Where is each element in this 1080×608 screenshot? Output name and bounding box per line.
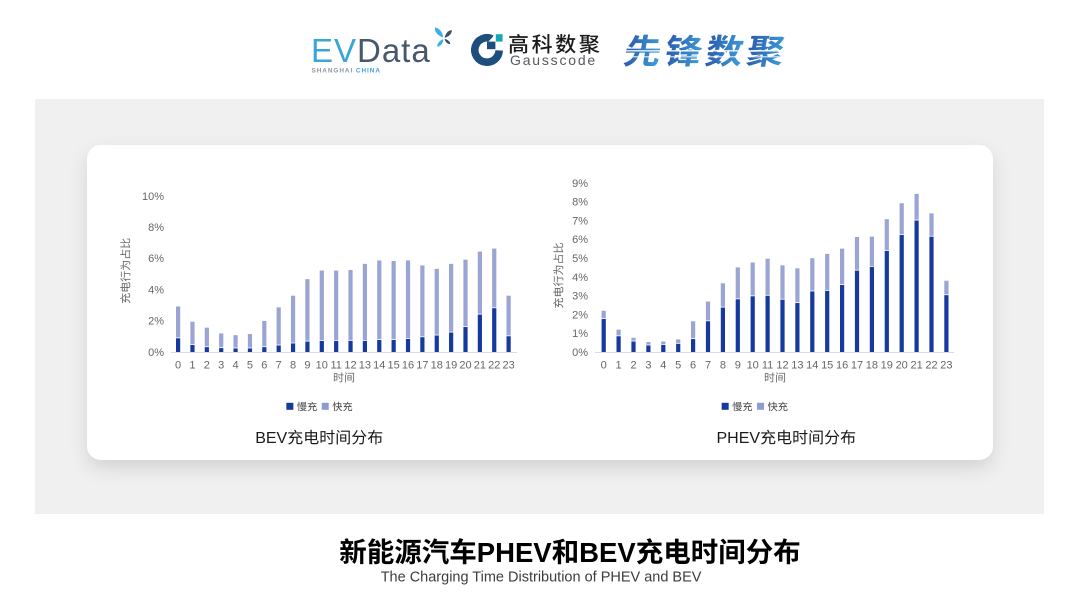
svg-text:19: 19 bbox=[445, 360, 457, 372]
svg-text:9%: 9% bbox=[572, 178, 588, 190]
svg-text:8%: 8% bbox=[148, 222, 164, 234]
svg-text:PHEV: PHEV bbox=[477, 537, 553, 568]
svg-text:0: 0 bbox=[175, 360, 181, 372]
svg-text:18: 18 bbox=[431, 360, 443, 372]
svg-text:16: 16 bbox=[836, 360, 848, 372]
svg-text:23: 23 bbox=[940, 360, 952, 372]
svg-text:19: 19 bbox=[881, 360, 893, 372]
svg-text:5%: 5% bbox=[572, 253, 588, 265]
svg-text:11: 11 bbox=[762, 360, 773, 372]
svg-text:12: 12 bbox=[776, 360, 788, 372]
svg-text:2: 2 bbox=[204, 360, 210, 372]
svg-text:4%: 4% bbox=[572, 272, 588, 284]
svg-text:23: 23 bbox=[502, 360, 514, 372]
svg-text:22: 22 bbox=[925, 360, 937, 372]
svg-text:3: 3 bbox=[218, 360, 224, 372]
svg-text:5: 5 bbox=[247, 360, 253, 372]
svg-text:2%: 2% bbox=[148, 316, 164, 328]
svg-text:6%: 6% bbox=[148, 253, 164, 265]
svg-text:7: 7 bbox=[276, 360, 282, 372]
svg-text:13: 13 bbox=[791, 360, 803, 372]
svg-text:22: 22 bbox=[488, 360, 500, 372]
svg-text:15: 15 bbox=[821, 360, 833, 372]
svg-text:21: 21 bbox=[474, 360, 486, 372]
svg-text:5: 5 bbox=[675, 360, 681, 372]
svg-text:EV: EV bbox=[311, 32, 357, 69]
svg-text:0%: 0% bbox=[572, 347, 588, 359]
svg-text:14: 14 bbox=[806, 360, 818, 372]
svg-text:3: 3 bbox=[645, 360, 651, 372]
svg-text:21: 21 bbox=[910, 360, 922, 372]
svg-text:17: 17 bbox=[416, 360, 428, 372]
svg-text:BEV: BEV bbox=[579, 537, 636, 568]
svg-text:The Charging Time Distribution: The Charging Time Distribution of PHEV a… bbox=[381, 570, 702, 586]
svg-text:9: 9 bbox=[735, 360, 741, 372]
svg-text:8: 8 bbox=[290, 360, 296, 372]
svg-text:1%: 1% bbox=[572, 328, 588, 340]
svg-text:20: 20 bbox=[459, 360, 471, 372]
svg-text:9: 9 bbox=[304, 360, 310, 372]
svg-text:Data: Data bbox=[357, 32, 431, 69]
svg-text:4: 4 bbox=[233, 360, 239, 372]
svg-text:10%: 10% bbox=[142, 191, 164, 203]
svg-text:0%: 0% bbox=[148, 347, 164, 359]
svg-text:4%: 4% bbox=[148, 284, 164, 296]
svg-text:Gausscode: Gausscode bbox=[510, 52, 597, 68]
svg-text:2: 2 bbox=[630, 360, 636, 372]
svg-text:1: 1 bbox=[189, 360, 195, 372]
svg-text:BEV: BEV bbox=[255, 430, 287, 447]
svg-text:17: 17 bbox=[851, 360, 863, 372]
svg-text:6%: 6% bbox=[572, 234, 588, 246]
svg-text:15: 15 bbox=[388, 360, 400, 372]
svg-text:12: 12 bbox=[344, 360, 356, 372]
svg-text:7: 7 bbox=[705, 360, 711, 372]
svg-text:2%: 2% bbox=[572, 309, 588, 321]
svg-text:20: 20 bbox=[896, 360, 908, 372]
svg-text:8: 8 bbox=[720, 360, 726, 372]
svg-text:7%: 7% bbox=[572, 216, 588, 228]
svg-text:8%: 8% bbox=[572, 197, 588, 209]
svg-text:SHANGHAI CHINA: SHANGHAI CHINA bbox=[312, 68, 381, 75]
svg-text:6: 6 bbox=[261, 360, 267, 372]
svg-text:PHEV: PHEV bbox=[717, 430, 761, 447]
svg-text:16: 16 bbox=[402, 360, 414, 372]
svg-text:18: 18 bbox=[866, 360, 878, 372]
svg-text:11: 11 bbox=[330, 360, 341, 372]
svg-text:10: 10 bbox=[316, 360, 328, 372]
svg-text:6: 6 bbox=[690, 360, 696, 372]
svg-text:10: 10 bbox=[747, 360, 759, 372]
svg-text:1: 1 bbox=[616, 360, 622, 372]
svg-text:13: 13 bbox=[359, 360, 371, 372]
svg-text:4: 4 bbox=[660, 360, 666, 372]
svg-text:0: 0 bbox=[601, 360, 607, 372]
svg-text:14: 14 bbox=[373, 360, 385, 372]
svg-text:3%: 3% bbox=[572, 291, 588, 303]
